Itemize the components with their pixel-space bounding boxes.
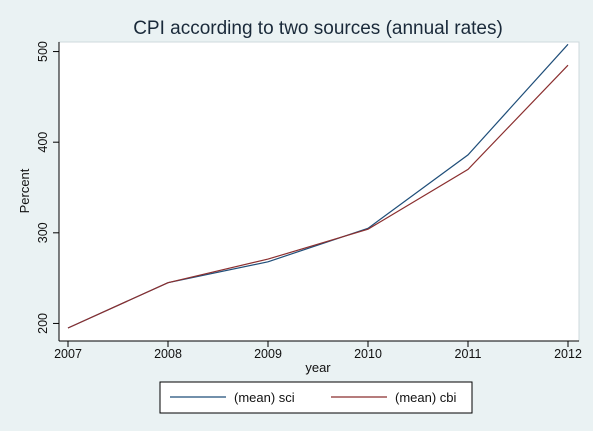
x-tick-label: 2010 <box>354 347 382 361</box>
y-axis-title: Percent <box>17 168 32 213</box>
chart-title: CPI according to two sources (annual rat… <box>133 18 503 39</box>
legend: (mean) sci (mean) cbi <box>159 381 473 414</box>
x-tick-label: 2007 <box>54 347 82 361</box>
x-tick-label: 2009 <box>254 347 282 361</box>
x-tick-label: 2011 <box>455 347 482 361</box>
y-tick-label: 300 <box>36 222 50 243</box>
y-tick-label: 500 <box>36 41 50 62</box>
series-lines <box>67 43 569 329</box>
plot-area <box>58 41 580 342</box>
x-axis-title: year <box>305 360 331 375</box>
legend-label-sci: (mean) sci <box>234 390 295 405</box>
y-tick-label: 400 <box>36 132 50 153</box>
legend-label-cbi: (mean) cbi <box>395 390 457 405</box>
x-tick-label: 2008 <box>154 347 182 361</box>
x-tick-label: 2012 <box>554 347 582 361</box>
series-line-cbi <box>67 64 569 329</box>
y-axis-ticks: 200 300 400 500 <box>36 41 59 334</box>
y-tick-label: 200 <box>36 313 50 334</box>
x-axis-ticks: 2007 2008 2009 2010 2011 2012 <box>54 341 582 361</box>
